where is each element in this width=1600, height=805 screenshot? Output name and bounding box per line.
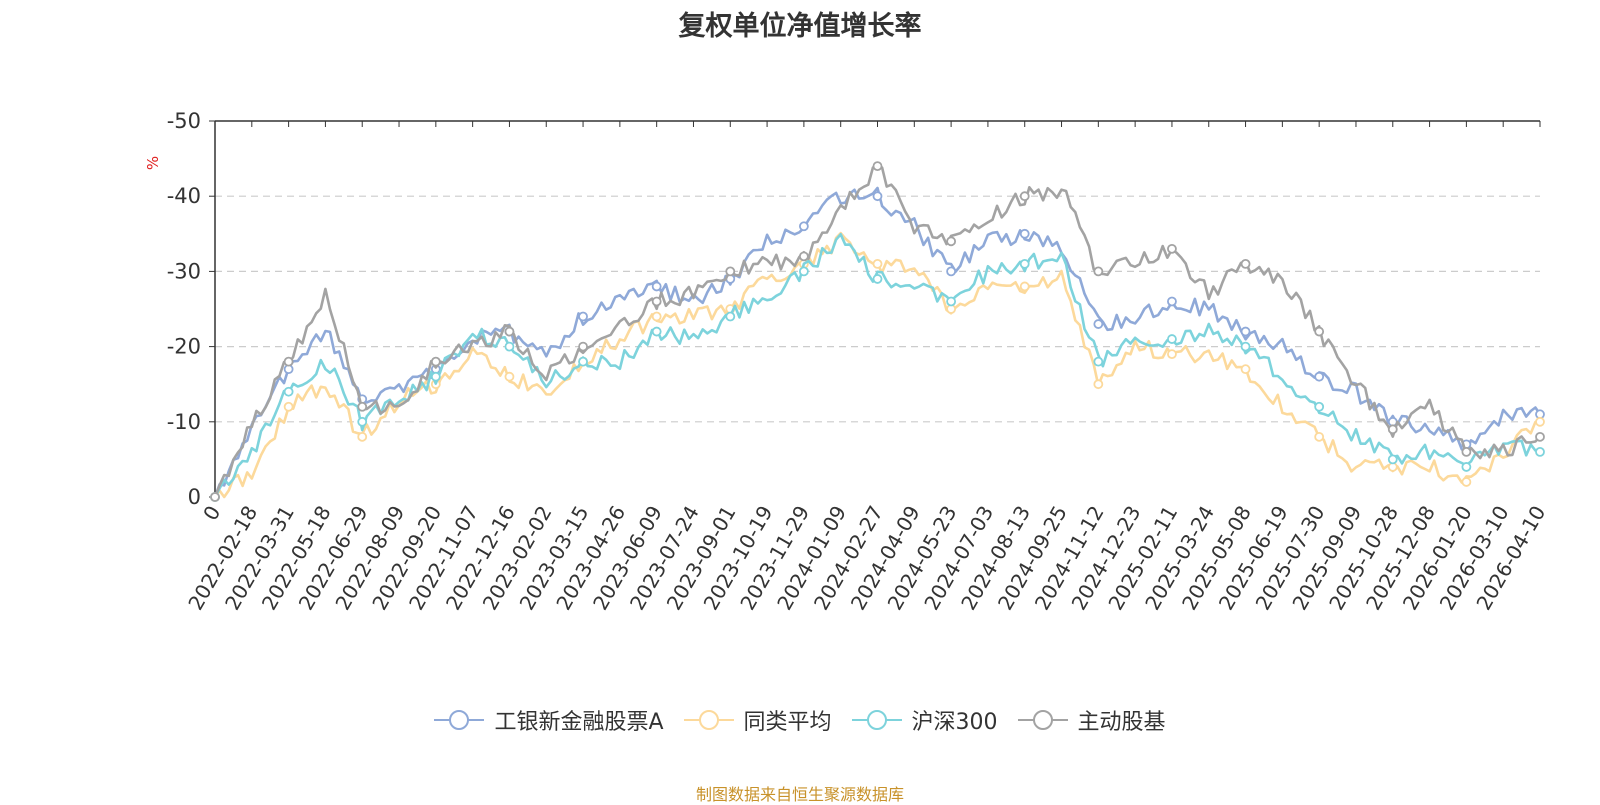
legend-item[interactable]: 工银新金融股票A xyxy=(434,704,664,736)
data-point xyxy=(798,266,809,277)
legend-marker-icon xyxy=(434,710,485,730)
source-note: 制图数据来自恒生聚源数据库 xyxy=(695,785,904,804)
data-point xyxy=(651,311,662,322)
data-point xyxy=(1314,401,1325,412)
data-point xyxy=(1019,228,1030,239)
legend-item[interactable]: 主动股基 xyxy=(1017,704,1166,736)
data-point xyxy=(1093,356,1104,367)
legend-marker-icon xyxy=(1017,710,1068,730)
legend-label: 沪深300 xyxy=(911,710,998,735)
data-point xyxy=(1093,266,1104,277)
data-point xyxy=(651,296,662,307)
series-line xyxy=(213,166,1541,498)
data-point xyxy=(504,326,515,337)
data-point xyxy=(1461,477,1472,487)
series-line xyxy=(213,233,1541,498)
data-point xyxy=(872,191,883,202)
legend-marker-icon xyxy=(683,710,734,730)
data-point xyxy=(357,431,368,442)
data-point xyxy=(1240,326,1251,337)
y-tick-label: -30 xyxy=(167,259,201,283)
y-tick-label: 0 xyxy=(188,485,201,509)
data-point xyxy=(578,311,588,322)
data-point xyxy=(1387,424,1398,435)
legend-item[interactable]: 同类平均 xyxy=(683,704,832,736)
data-point xyxy=(946,296,957,307)
data-point xyxy=(430,356,441,367)
data-point xyxy=(1093,319,1104,329)
data-point xyxy=(651,281,662,292)
data-point xyxy=(946,266,957,277)
legend-item[interactable]: 沪深300 xyxy=(851,704,998,736)
data-point xyxy=(798,251,809,262)
data-point xyxy=(1240,341,1251,352)
data-point xyxy=(1314,371,1325,382)
data-point xyxy=(1167,334,1177,344)
data-point xyxy=(283,401,294,412)
data-point xyxy=(1019,258,1030,269)
data-point xyxy=(946,236,957,247)
data-point xyxy=(1093,379,1104,390)
data-point xyxy=(1387,454,1398,465)
legend-marker-icon xyxy=(851,710,902,730)
data-point xyxy=(725,266,736,277)
data-point xyxy=(1314,431,1325,442)
legend: 工银新金融股票A 同类平均 沪深300 主动股基 xyxy=(0,704,1600,736)
data-point xyxy=(357,401,368,412)
data-point xyxy=(725,311,736,322)
legend-label: 同类平均 xyxy=(743,710,832,735)
y-tick-label: -40 xyxy=(167,184,201,208)
y-tick-label: -10 xyxy=(167,410,201,434)
data-point xyxy=(1461,462,1472,472)
data-point xyxy=(1240,258,1251,269)
data-point xyxy=(1167,349,1177,360)
legend-label: 工银新金融股票A xyxy=(494,710,664,735)
data-point xyxy=(1535,446,1545,457)
axes: 0-10-20-30-40-5002022-02-182022-03-31202… xyxy=(167,109,1551,614)
data-point xyxy=(1314,326,1325,337)
chart-title: 复权单位净值增长率 xyxy=(678,11,922,42)
series-lines xyxy=(210,161,1545,502)
data-point xyxy=(798,221,809,232)
data-point xyxy=(578,356,588,367)
data-point xyxy=(1019,281,1030,292)
y-axis-unit-label: % xyxy=(144,156,162,170)
data-point xyxy=(578,341,588,352)
data-point xyxy=(210,492,220,502)
x-tick-label: 0 xyxy=(198,502,225,525)
y-tick-label: -50 xyxy=(167,109,201,133)
data-point xyxy=(283,356,294,367)
data-point xyxy=(430,371,441,382)
series-line xyxy=(213,186,1542,498)
data-point xyxy=(872,161,883,172)
data-point xyxy=(872,274,883,284)
data-point xyxy=(872,258,883,269)
data-point xyxy=(357,416,368,427)
data-point xyxy=(1535,416,1545,427)
data-point xyxy=(1461,446,1472,457)
data-point xyxy=(504,341,515,352)
data-point xyxy=(1167,296,1177,307)
data-point xyxy=(1167,243,1177,254)
data-point xyxy=(1535,431,1545,442)
data-point xyxy=(1019,191,1030,202)
y-tick-label: -20 xyxy=(167,335,201,359)
data-point xyxy=(651,326,662,337)
data-point xyxy=(504,371,515,382)
data-point xyxy=(283,386,294,397)
legend-label: 主动股基 xyxy=(1077,710,1166,735)
data-point xyxy=(1240,364,1251,375)
